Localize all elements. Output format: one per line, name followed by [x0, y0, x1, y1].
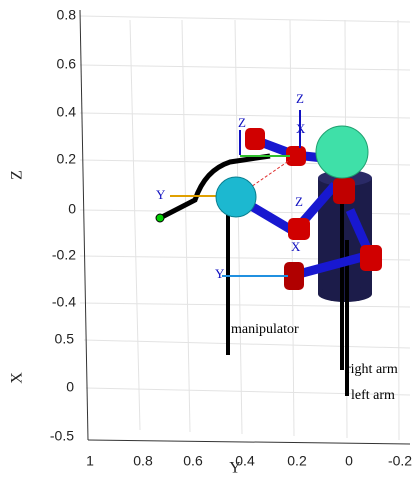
axis-title: X: [9, 372, 26, 384]
z-tick-label: -0.4: [52, 294, 76, 310]
y-tick-label: -0.2: [388, 453, 412, 469]
z-tick-label: 0.8: [57, 7, 77, 23]
axis-line: [80, 10, 88, 440]
y-tick-label: 0.6: [183, 453, 203, 469]
z-tick-label: -0.2: [52, 247, 76, 263]
joint: [245, 128, 265, 150]
frame-label: Y: [156, 187, 166, 202]
frame-label: X: [291, 239, 301, 254]
frame-label: Z: [295, 194, 303, 209]
frame-label: X: [296, 121, 306, 136]
sphere: [216, 177, 256, 217]
z-tick-label: 0.2: [57, 151, 77, 167]
axis-line: [88, 440, 410, 444]
joint: [360, 245, 382, 271]
sphere: [316, 126, 368, 178]
robot-plot: Z X Z Y Z X Y manipulator right arm left…: [0, 0, 419, 477]
joint: [288, 218, 310, 240]
robot: [156, 110, 382, 396]
frame-label: Y: [215, 266, 225, 281]
z-tick-label: 0.6: [57, 56, 77, 72]
z-tick-label: 0.4: [57, 104, 77, 120]
end-effector: [156, 214, 164, 222]
joint: [333, 178, 355, 204]
z-tick-label: 0: [68, 201, 76, 217]
x-tick-label: 0.5: [55, 331, 75, 347]
label: left arm: [351, 388, 395, 403]
y-tick-label: 1: [86, 453, 94, 469]
frame-label: Z: [296, 91, 304, 106]
y-tick-label: 0: [345, 453, 353, 469]
y-tick-label: 0.8: [133, 453, 153, 469]
label: manipulator: [231, 322, 299, 337]
frame-label: Z: [238, 115, 246, 130]
x-tick-label: -0.5: [50, 428, 74, 444]
x-tick-label: 0: [66, 379, 74, 395]
label: right arm: [346, 362, 398, 377]
axis-title: Z: [9, 170, 26, 180]
y-tick-label: 0.4: [235, 453, 255, 469]
y-tick-label: 0.2: [287, 453, 307, 469]
